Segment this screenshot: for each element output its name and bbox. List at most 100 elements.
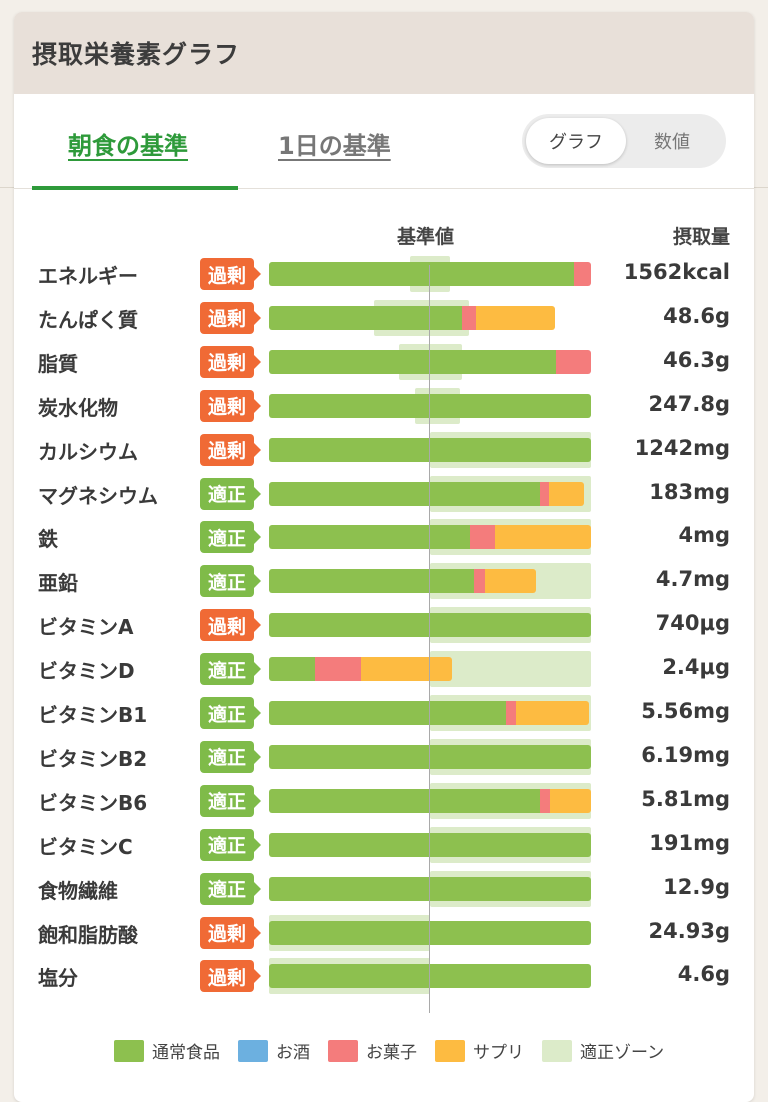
status-badge: 過剰 <box>200 916 261 949</box>
legend-swatch <box>435 1039 465 1062</box>
intake-amount: 191mg <box>649 830 730 855</box>
nutrient-row: 亜鉛 適正 4.7mg <box>14 562 754 602</box>
status-badge: 適正 <box>200 653 261 686</box>
bar-area <box>269 694 591 734</box>
status-badge: 適正 <box>200 521 261 554</box>
bar-normal-food <box>269 920 591 945</box>
nutrient-row: ビタミンB1 適正 5.56mg <box>14 694 754 734</box>
tab-daily-standard[interactable]: 1日の基準 <box>278 132 391 160</box>
nutrient-row: マグネシウム 適正 183mg <box>14 475 754 515</box>
bar-normal-food <box>269 613 591 638</box>
intake-amount: 2.4μg <box>662 655 730 680</box>
bar-area <box>269 255 591 295</box>
status-badge: 適正 <box>200 872 261 905</box>
bar-area <box>269 387 591 427</box>
intake-amount: 48.6g <box>663 303 730 328</box>
nutrient-name: 食物繊維 <box>38 878 118 903</box>
nutrient-row: 塩分 過剰 4.6g <box>14 957 754 997</box>
nutrient-name: ビタミンA <box>38 615 134 640</box>
intake-amount: 4.7mg <box>655 567 730 592</box>
bar-snack <box>461 305 476 330</box>
nutrient-name: 鉄 <box>38 527 58 552</box>
bar-area <box>269 431 591 471</box>
nutrient-row: 脂質 過剰 46.3g <box>14 343 754 383</box>
nutrient-name: 脂質 <box>38 351 78 376</box>
bar-snack <box>315 657 362 682</box>
bar-normal-food <box>269 788 541 813</box>
intake-amount: 4.6g <box>677 962 730 987</box>
status-badge: 適正 <box>200 565 261 598</box>
active-tab-indicator <box>32 186 238 190</box>
nutrient-row: ビタミンD 適正 2.4μg <box>14 650 754 690</box>
nutrient-name: マグネシウム <box>38 483 158 508</box>
toggle-value-option[interactable]: 数値 <box>654 132 690 153</box>
legend-item-normal-food: 通常食品 <box>114 1038 220 1063</box>
nutrient-name: ビタミンB2 <box>38 746 148 771</box>
nutrient-name: エネルギー <box>38 264 138 288</box>
bar-supplement <box>475 305 555 330</box>
legend: 通常食品 お酒 お菓子 サプリ 適正ゾーン <box>114 1038 682 1063</box>
legend-swatch <box>328 1039 358 1062</box>
intake-amount: 247.8g <box>648 391 730 416</box>
nutrient-row: 鉄 適正 4mg <box>14 518 754 558</box>
intake-amount: 4mg <box>678 523 730 548</box>
bar-supplement <box>495 525 591 550</box>
bar-supplement <box>550 788 591 813</box>
status-badge: 過剰 <box>200 345 261 378</box>
bar-area <box>269 782 591 822</box>
nutrient-name: 飽和脂肪酸 <box>38 922 138 947</box>
tab-breakfast-standard[interactable]: 朝食の基準 <box>68 132 188 160</box>
bar-area <box>269 738 591 778</box>
nutrient-name: ビタミンB1 <box>38 703 148 727</box>
legend-item-snack: お菓子 <box>328 1038 417 1063</box>
bar-supplement <box>549 481 585 506</box>
legend-label: お菓子 <box>366 1043 417 1063</box>
bar-normal-food <box>269 393 591 418</box>
nutrient-row: ビタミンB6 適正 5.81mg <box>14 782 754 822</box>
bar-snack <box>505 701 516 725</box>
legend-swatch <box>542 1039 572 1062</box>
bar-normal-food <box>269 349 556 374</box>
bar-area <box>269 518 591 558</box>
bar-snack <box>555 349 591 374</box>
legend-label: 適正ゾーン <box>580 1043 665 1063</box>
intake-column-header: 摂取量 <box>672 226 730 248</box>
nutrient-name: ビタミンD <box>38 659 135 684</box>
nutrient-row: たんぱく質 過剰 48.6g <box>14 299 754 339</box>
intake-amount: 46.3g <box>663 347 730 372</box>
intake-amount: 183mg <box>649 479 730 504</box>
bar-supplement <box>515 701 590 725</box>
bar-supplement <box>361 657 453 682</box>
status-badge: 適正 <box>200 784 261 817</box>
view-toggle[interactable]: グラフ 数値 <box>522 114 726 168</box>
nutrient-name: カルシウム <box>38 439 138 464</box>
legend-item-proper-zone: 適正ゾーン <box>542 1038 664 1063</box>
status-badge: 適正 <box>200 740 261 773</box>
bar-area <box>269 957 591 997</box>
intake-amount: 1242mg <box>634 435 730 460</box>
bar-area <box>269 343 591 383</box>
bar-area <box>269 299 591 339</box>
toggle-graph-option[interactable]: グラフ <box>526 118 626 164</box>
status-badge: 適正 <box>200 697 261 729</box>
bar-snack <box>474 569 486 594</box>
legend-label: 通常食品 <box>152 1043 220 1063</box>
bar-normal-food <box>269 305 462 330</box>
status-badge: 過剰 <box>200 389 261 422</box>
legend-label: サプリ <box>473 1043 524 1063</box>
legend-swatch <box>238 1039 268 1062</box>
bar-normal-food <box>269 701 506 725</box>
bar-normal-food <box>269 262 574 286</box>
bar-area <box>269 562 591 602</box>
bar-normal-food <box>269 744 591 769</box>
intake-amount: 740μg <box>655 611 730 636</box>
nutrient-row: 飽和脂肪酸 過剰 24.93g <box>14 914 754 954</box>
nutrient-name: ビタミンC <box>38 834 133 859</box>
reference-column-header: 基準値 <box>397 226 455 248</box>
nutrient-row: ビタミンC 適正 191mg <box>14 826 754 866</box>
nutrient-row: カルシウム 過剰 1242mg <box>14 431 754 471</box>
nutrient-graph-card: 摂取栄養素グラフ 朝食の基準 1日の基準 グラフ 数値 基準値 摂取量 エネルギ… <box>14 12 754 1102</box>
intake-amount: 24.93g <box>648 918 730 943</box>
status-badge: 過剰 <box>200 433 261 466</box>
bar-normal-food <box>269 657 316 682</box>
